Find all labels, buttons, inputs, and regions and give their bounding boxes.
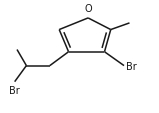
- Text: Br: Br: [9, 85, 20, 95]
- Text: Br: Br: [126, 61, 136, 71]
- Text: O: O: [84, 4, 92, 14]
